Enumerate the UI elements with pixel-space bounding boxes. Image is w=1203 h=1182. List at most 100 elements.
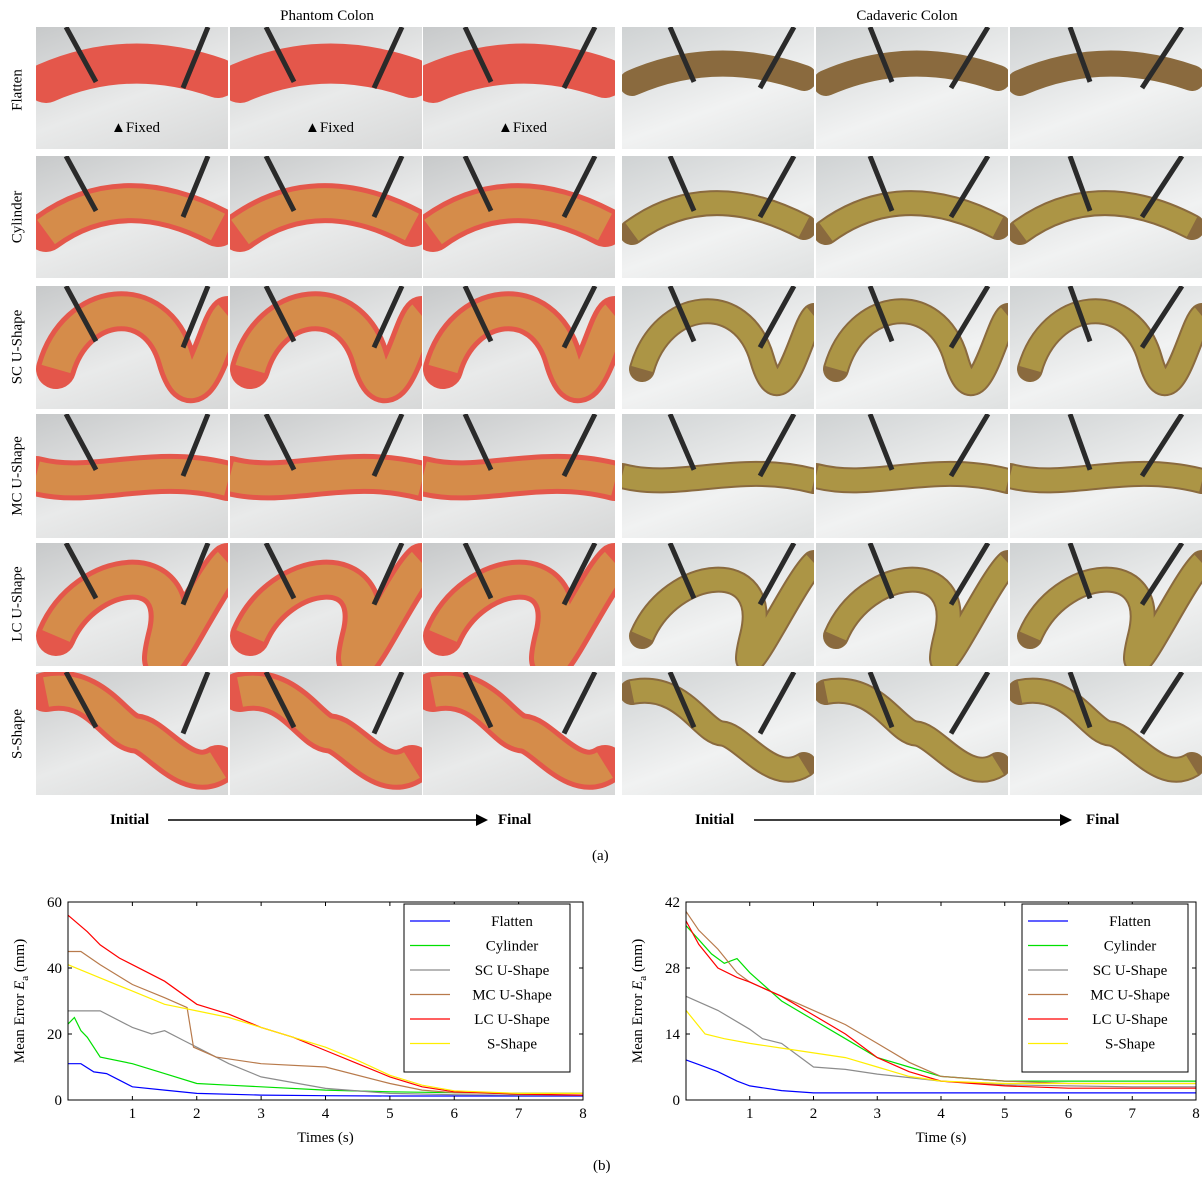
cadaveric-photo-flatten-0 [622, 27, 814, 149]
target-shape-overlay [236, 551, 422, 666]
x-axis-label: Time (s) [916, 1130, 967, 1146]
grasper-instrument [371, 27, 405, 90]
legend-label: LC U-Shape [474, 1012, 550, 1028]
grasper-instrument [1139, 672, 1185, 735]
y-tick-label: 28 [665, 961, 680, 977]
grasper-instrument [1139, 414, 1185, 478]
chart-phantom-svg: 0 20 40 60 1 2 3 4 5 6 7 8 Times (s) Mean Error Ea (m… [12, 895, 587, 1146]
grasper-instrument [757, 414, 797, 478]
target-shape-overlay [43, 675, 226, 785]
column-header-phantom: Phantom Colon [280, 8, 374, 24]
row-label-mc-u-shape: MC U-Shape [9, 436, 26, 516]
grasper-instrument [462, 286, 494, 343]
grasper-instrument [462, 672, 494, 729]
grasper-instrument [63, 156, 99, 213]
cadaveric-photo-sc-1 [816, 286, 1008, 409]
phantom-photo-flatten-2 [423, 27, 615, 149]
progression-arrow [168, 814, 488, 826]
series-line-flatten [685, 1059, 1196, 1094]
legend-label: LC U-Shape [1092, 1012, 1168, 1028]
x-tick-label: 3 [257, 1106, 265, 1122]
initial-label: Initial [110, 812, 150, 828]
phantom-photo-lc-0 [36, 543, 228, 666]
y-tick-label: 20 [47, 1027, 62, 1043]
grasper-instrument [757, 543, 797, 606]
series-line-s-shape [67, 964, 583, 1094]
grasper-instrument [561, 543, 598, 606]
fixed-marker-label: ▲Fixed [111, 120, 161, 136]
phantom-photo-mc-2 [423, 414, 615, 538]
colon-tissue [423, 43, 615, 103]
target-shape-overlay [42, 551, 228, 666]
grasper-instrument [867, 156, 895, 212]
grasper-instrument [263, 672, 297, 729]
cadaveric-photo-mc-2 [1010, 414, 1202, 538]
cadaveric-photo-lc-2 [1010, 543, 1202, 666]
caption-a: (a) [592, 848, 609, 864]
series-line-lc-u-shape [685, 920, 1196, 1089]
y-axis-label: Mean Error Ea (mm) [12, 939, 31, 1063]
column-header-cadaveric: Cadaveric Colon [856, 8, 958, 24]
grasper-instrument [948, 286, 991, 349]
grasper-instrument [462, 156, 494, 212]
y-axis-label: Mean Error Ea (mm) [630, 939, 649, 1063]
y-tick-label: 0 [673, 1093, 681, 1109]
grasper-instrument [867, 286, 895, 343]
grasper-instrument [667, 672, 697, 729]
cadaveric-photo-mc-0 [622, 414, 814, 538]
phantom-photo-sc-2 [423, 286, 615, 409]
phantom-photo-flatten-0 [36, 27, 228, 149]
legend-label: S-Shape [487, 1037, 537, 1053]
cadaveric-photo-lc-0 [622, 543, 814, 666]
x-tick-label: 2 [810, 1106, 818, 1122]
grasper-instrument [1139, 543, 1185, 606]
series-line-mc-u-shape [68, 950, 583, 1094]
x-axis-label: Times (s) [297, 1130, 354, 1146]
x-tick-label: 1 [129, 1106, 137, 1122]
fixed-marker-label: ▲Fixed [498, 120, 548, 136]
phantom-photo-cylinder-2 [423, 156, 615, 278]
cadaveric-photo-s-0 [622, 672, 814, 795]
grasper-instrument [63, 27, 99, 84]
grasper-instrument [757, 156, 797, 219]
phantom-photo-sc-1 [230, 286, 422, 409]
row-label-cylinder: Cylinder [9, 190, 26, 244]
phantom-photo-lc-1 [230, 543, 422, 666]
grasper-instrument [1067, 543, 1093, 600]
x-tick-label: 7 [1129, 1106, 1137, 1122]
target-shape-overlay [825, 554, 1008, 666]
series-line-cylinder [67, 1016, 583, 1094]
grasper-instrument [180, 672, 211, 735]
x-tick-label: 5 [1001, 1106, 1009, 1122]
grasper-instrument [63, 543, 99, 600]
cadaveric-photo-flatten-1 [816, 27, 1008, 149]
cadaveric-photo-sc-0 [622, 286, 814, 409]
grasper-instrument [561, 672, 598, 735]
grasper-instrument [63, 286, 99, 343]
grasper-instrument [263, 543, 297, 600]
target-shape-overlay [1013, 192, 1198, 241]
target-shape-overlay [1017, 679, 1198, 781]
phantom-photo-flatten-1 [230, 27, 422, 149]
colon-tissue [816, 50, 1008, 96]
grasper-instrument [757, 286, 797, 349]
grasper-instrument [462, 27, 494, 83]
target-shape-overlay [629, 679, 810, 781]
colon-tissue [622, 50, 814, 96]
grasper-instrument [63, 672, 99, 729]
x-tick-label: 6 [451, 1106, 459, 1122]
cadaveric-photo-mc-1 [816, 414, 1008, 538]
y-tick-label: 60 [47, 895, 62, 911]
grasper-instrument [371, 156, 405, 219]
target-shape-overlay [819, 192, 1004, 241]
cadaveric-photo-cylinder-1 [816, 156, 1008, 278]
x-tick-label: 3 [874, 1106, 882, 1122]
legend-label: Flatten [1109, 914, 1151, 930]
grasper-instrument [180, 286, 211, 349]
grasper-instrument [180, 27, 211, 89]
target-shape-overlay [430, 675, 613, 785]
phantom-photo-mc-1 [230, 414, 422, 538]
target-shape-overlay [631, 300, 814, 394]
x-tick-label: 8 [579, 1106, 587, 1122]
grasper-instrument [371, 672, 405, 735]
